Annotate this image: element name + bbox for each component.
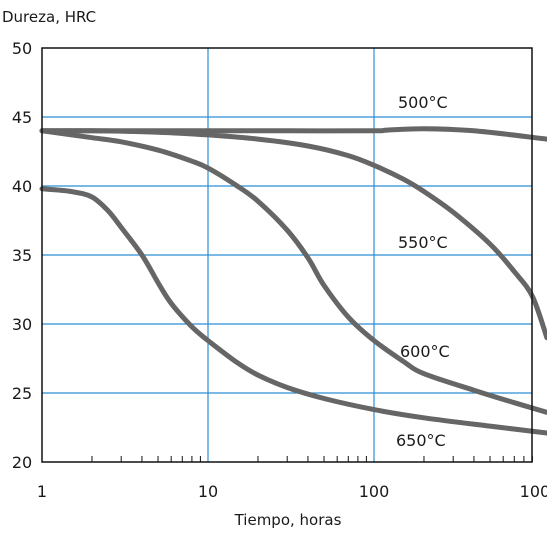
tick-layer: [91, 456, 533, 462]
x-tick-label: 10: [198, 482, 218, 501]
y-tick-label: 40: [12, 177, 32, 196]
series-label-500: 500°C: [398, 93, 448, 112]
y-tick-label: 35: [12, 246, 32, 265]
y-tick-label: 50: [12, 39, 32, 58]
series-650c-line: [39, 186, 547, 436]
y-axis-title: Dureza, HRC: [2, 8, 96, 26]
series-label-600: 600°C: [400, 342, 450, 361]
plot-frame: [41, 47, 533, 463]
series-label-550: 550°C: [398, 233, 448, 252]
y-tick-label: 30: [12, 315, 32, 334]
y-tick-label: 25: [12, 384, 32, 403]
x-tick-label: 100: [359, 482, 390, 501]
series-layer: [39, 126, 547, 436]
y-tick-label: 20: [12, 453, 32, 472]
x-tick-label: 1: [37, 482, 47, 501]
x-tick-label: 1000: [520, 482, 547, 501]
y-tick-label: 45: [12, 108, 32, 127]
grid-layer: [42, 48, 532, 462]
series-600c-line: [39, 128, 547, 415]
x-axis-title: Tiempo, horas: [234, 511, 342, 529]
series-label-650: 650°C: [396, 431, 446, 450]
y-tick-labels: 20 25 30 35 40 45 50: [12, 39, 32, 472]
x-tick-labels: 1 10 100 1000: [37, 482, 547, 501]
series-550c-line: [39, 128, 547, 341]
